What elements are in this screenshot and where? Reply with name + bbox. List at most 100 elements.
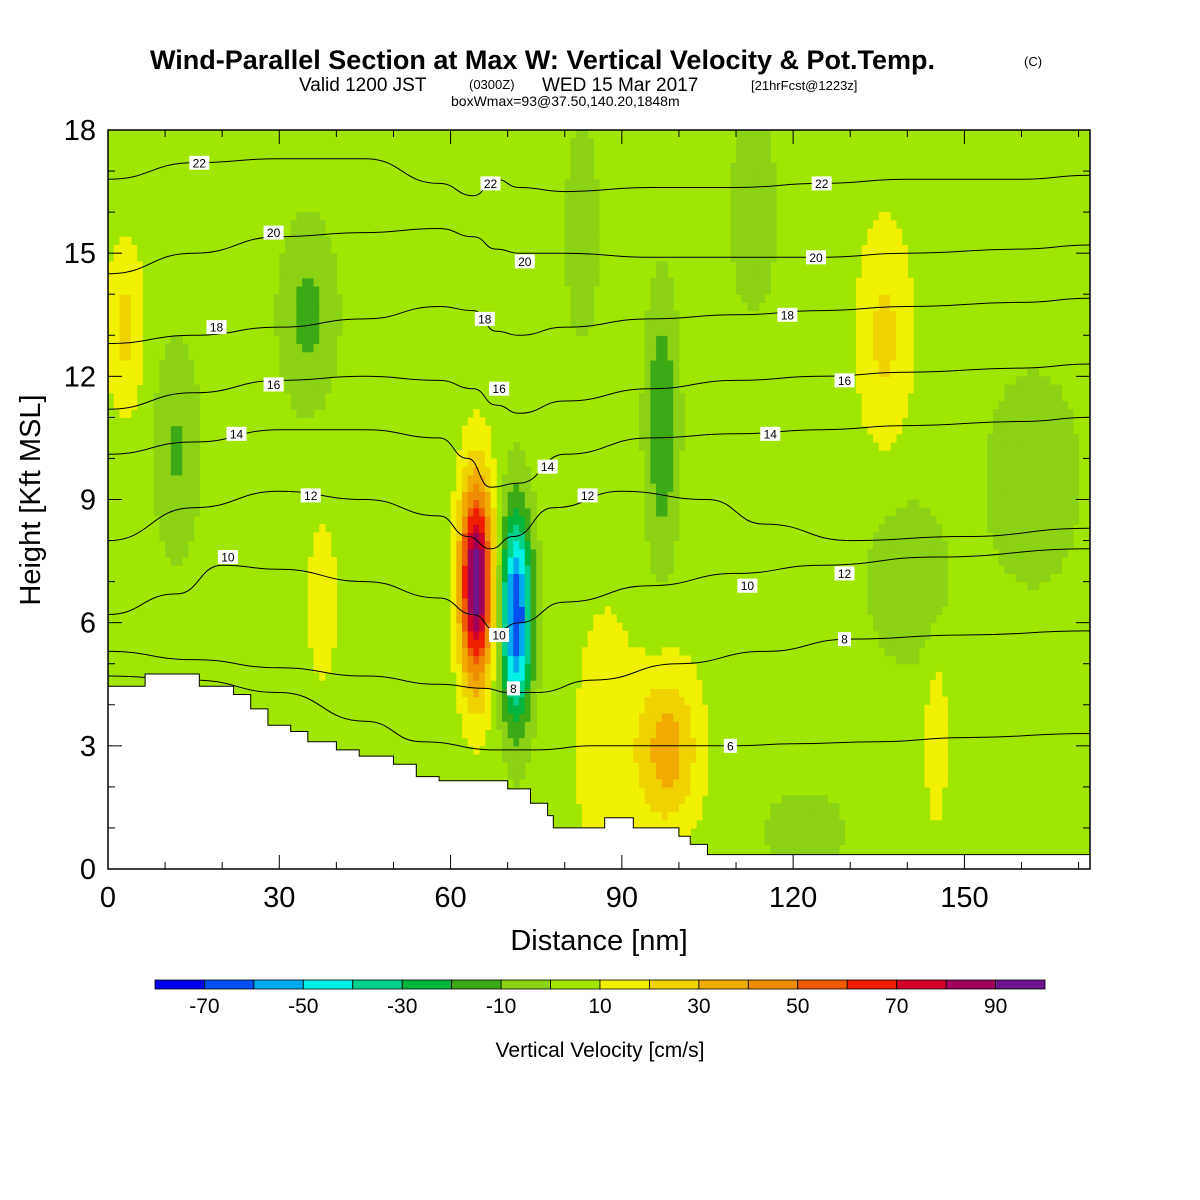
velocity-cell [656, 351, 663, 361]
velocity-cell [461, 680, 469, 689]
velocity-cell [296, 400, 303, 410]
velocity-cell [125, 310, 132, 320]
velocity-cell [667, 770, 674, 780]
velocity-cell [1044, 458, 1051, 468]
velocity-cell [770, 844, 777, 854]
velocity-cell [484, 647, 492, 657]
velocity-cell [581, 261, 589, 271]
velocity-cell [170, 359, 178, 369]
velocity-cell [935, 721, 943, 731]
velocity-cell [479, 589, 486, 599]
velocity-cell [627, 745, 634, 755]
velocity-cell [673, 704, 680, 714]
velocity-cell [747, 236, 754, 246]
velocity-cell [1027, 507, 1034, 517]
velocity-cell [187, 409, 195, 418]
velocity-cell [867, 302, 874, 312]
velocity-cell [941, 696, 948, 706]
velocity-cell [159, 483, 166, 492]
velocity-cell [650, 458, 657, 468]
velocity-cell [490, 532, 497, 542]
velocity-cell [313, 392, 320, 402]
velocity-cell [519, 762, 526, 772]
velocity-cell [1027, 548, 1034, 558]
velocity-cell [924, 614, 931, 624]
velocity-cell [690, 745, 697, 755]
velocity-cell [793, 811, 800, 821]
velocity-cell [302, 269, 309, 279]
velocity-cell [650, 803, 657, 813]
velocity-cell [901, 409, 908, 418]
velocity-cell [770, 179, 777, 189]
velocity-cell [758, 162, 766, 172]
velocity-cell [878, 294, 886, 304]
velocity-cell [279, 335, 286, 345]
velocity-cell [890, 310, 897, 320]
velocity-cell [479, 622, 486, 632]
velocity-cell [884, 589, 891, 599]
velocity-cell [182, 433, 189, 443]
velocity-cell [775, 819, 783, 829]
velocity-cell [924, 622, 931, 632]
velocity-cell [119, 277, 126, 287]
velocity-cell [279, 318, 286, 328]
velocity-cell [1044, 392, 1051, 402]
velocity-cell [690, 795, 697, 804]
velocity-cell [507, 474, 514, 484]
velocity-cell [593, 737, 600, 747]
velocity-cell [924, 737, 931, 747]
velocity-cell [165, 499, 172, 509]
velocity-cell [604, 630, 612, 640]
velocity-cell [873, 253, 880, 262]
velocity-cell [1050, 565, 1057, 574]
velocity-cell [610, 630, 617, 640]
velocity-cell [125, 351, 132, 361]
velocity-cell [165, 409, 172, 418]
velocity-cell [1015, 392, 1023, 402]
velocity-cell [884, 228, 891, 238]
velocity-cell [473, 704, 480, 714]
velocity-cell [747, 171, 754, 180]
velocity-cell [307, 606, 315, 616]
velocity-cell [913, 614, 920, 624]
velocity-cell [524, 491, 532, 501]
velocity-cell [650, 556, 657, 566]
velocity-cell [935, 573, 943, 583]
colorbar-swatch [945, 979, 996, 990]
velocity-cell [656, 680, 663, 689]
velocity-cell [1027, 442, 1034, 451]
velocity-cell [519, 474, 526, 484]
velocity-cell [193, 442, 200, 451]
velocity-cell [758, 286, 766, 295]
velocity-cell [930, 729, 937, 739]
velocity-cell [901, 581, 908, 591]
velocity-cell [479, 704, 486, 714]
velocity-cell [330, 269, 337, 279]
velocity-cell [536, 655, 543, 665]
velocity-cell [593, 647, 600, 657]
velocity-cell [182, 507, 189, 517]
velocity-cell [633, 745, 640, 755]
velocity-cell [461, 524, 469, 533]
velocity-cell [450, 556, 457, 566]
velocity-cell [479, 606, 486, 616]
velocity-cell [108, 277, 115, 287]
velocity-cell [901, 400, 908, 410]
velocity-cell [524, 639, 532, 648]
velocity-cell [656, 491, 663, 501]
velocity-cell [935, 671, 943, 681]
velocity-cell [473, 647, 480, 657]
velocity-cell [153, 409, 160, 418]
velocity-cell [867, 335, 874, 345]
velocity-cell [873, 565, 880, 574]
velocity-cell [998, 466, 1005, 476]
velocity-cell [193, 384, 200, 394]
velocity-cell [1015, 384, 1023, 394]
colorbar-swatch [451, 979, 502, 990]
velocity-cell [924, 532, 931, 542]
velocity-cell [753, 302, 760, 312]
velocity-cell [1061, 548, 1068, 558]
velocity-cell [530, 696, 537, 706]
velocity-cell [159, 442, 166, 451]
velocity-cell [519, 622, 526, 632]
